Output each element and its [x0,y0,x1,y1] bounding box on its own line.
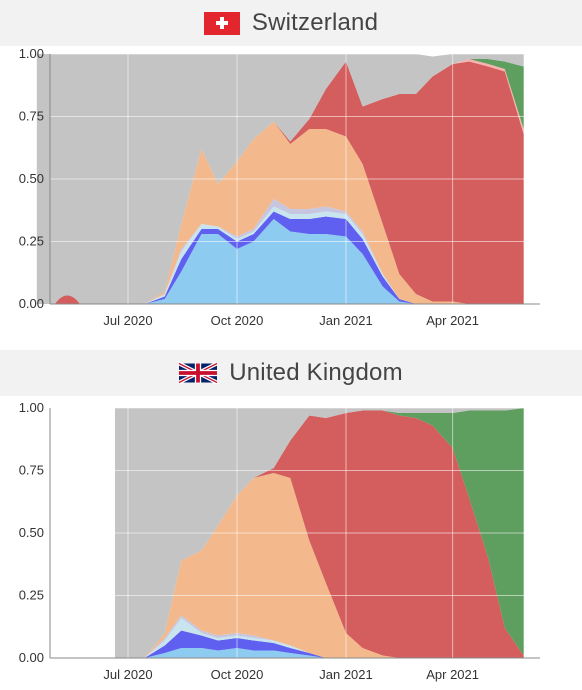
y-tick-label: 0.75 [19,109,44,124]
y-tick-label: 0.50 [19,525,44,540]
area-series-6 [115,408,524,658]
chart-title: United Kingdom [229,359,403,386]
y-tick-label: 0.25 [19,588,44,603]
uk-flag-icon [179,361,218,385]
area-series-1 [115,630,524,658]
x-tick-label: Jan 2021 [319,667,373,682]
area-series-0 [115,648,524,658]
united-kingdom-area-chart: 0.00 0.25 0.50 0.75 1.00 Jul 2020 Oct 2020 Jan … [19,400,540,682]
y-tick-label: 0.75 [19,463,44,478]
area-series-4 [36,121,524,304]
swiss-flag-icon [203,11,240,35]
switzerland-area-chart: 0.00 0.25 0.50 0.75 1.00 Jul 2020 Oct 2020 Jan … [19,46,540,328]
area-series-5 [36,61,524,304]
area-series-4 [115,473,524,658]
x-tick-label: Jul 2020 [103,313,152,328]
area-spring-bump [55,295,80,304]
chart-header-united-kingdom: United Kingdom [0,350,582,396]
x-tick-label: Jan 2021 [319,313,373,328]
y-tick-label: 0.50 [19,171,44,186]
chart-header-switzerland: Switzerland [0,0,582,46]
y-tick-label: 0.00 [19,650,44,665]
area-series-5 [115,410,524,658]
x-tick-label: Apr 2021 [426,667,479,682]
chart-title: Switzerland [251,9,379,36]
x-tick-label: Oct 2020 [211,667,264,682]
x-tick-label: Oct 2020 [211,313,264,328]
area-series-0 [36,219,524,304]
y-tick-label: 0.00 [19,296,44,311]
y-tick-label: 1.00 [19,400,44,415]
x-tick-label: Jul 2020 [103,667,152,682]
y-tick-label: 0.25 [19,234,44,249]
x-tick-label: Apr 2021 [426,313,479,328]
y-tick-label: 1.00 [19,46,44,61]
